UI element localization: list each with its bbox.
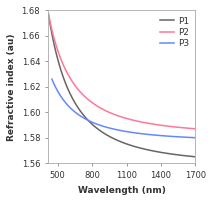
P2 (55, 44, 57, 46)
P1 (55, 51, 57, 54)
P3 (120, 129, 123, 132)
P3 (58, 93, 60, 95)
Line: P3: P3 (52, 79, 196, 138)
Line: P2: P2 (49, 14, 196, 129)
P2 (47, 13, 50, 16)
P2 (163, 124, 166, 127)
Line: P1: P1 (49, 14, 196, 157)
P1 (163, 152, 166, 154)
P3 (194, 137, 197, 139)
P1 (190, 155, 192, 158)
P3 (51, 78, 53, 80)
P1 (194, 156, 197, 158)
P2 (194, 128, 197, 130)
P2 (190, 127, 193, 130)
P1 (119, 140, 121, 143)
P3 (190, 136, 193, 139)
P2 (119, 115, 121, 118)
Legend: P1, P2, P3: P1, P2, P3 (158, 15, 191, 50)
P3 (190, 136, 193, 139)
P1 (190, 155, 193, 158)
P3 (117, 129, 119, 131)
Y-axis label: Refractive index (au): Refractive index (au) (7, 33, 16, 141)
P3 (164, 135, 166, 137)
X-axis label: Wavelength (nm): Wavelength (nm) (78, 186, 166, 195)
P2 (115, 114, 117, 116)
P1 (47, 13, 50, 16)
P2 (190, 127, 192, 130)
P1 (115, 139, 117, 141)
